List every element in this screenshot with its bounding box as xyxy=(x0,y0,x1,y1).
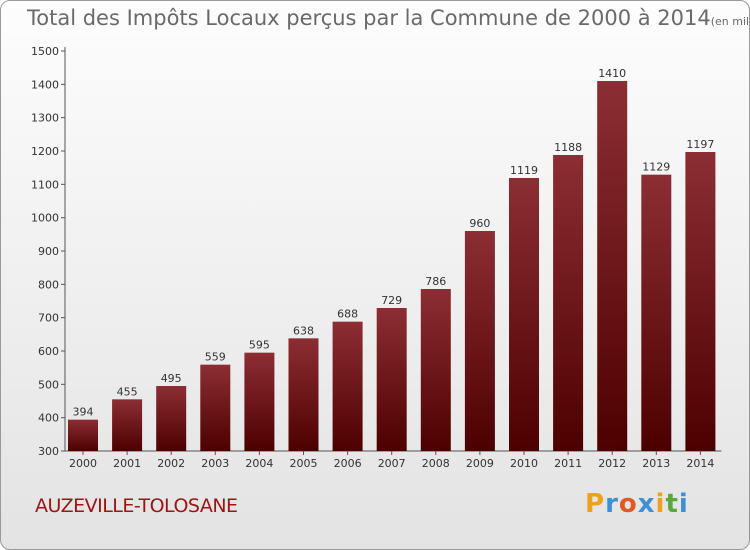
y-tick-label: 1100 xyxy=(31,178,59,191)
bar-2002 xyxy=(156,386,187,451)
proxiti-logo: Proxiti xyxy=(585,489,689,519)
x-tick-label: 2002 xyxy=(157,457,185,470)
x-tick-label: 2014 xyxy=(686,457,714,470)
x-tick-label: 2000 xyxy=(69,457,97,470)
bar-2009 xyxy=(464,231,495,451)
x-tick-label: 2008 xyxy=(422,457,450,470)
y-tick-label: 1400 xyxy=(31,78,59,91)
bar-2004 xyxy=(244,352,275,451)
data-label-2004: 595 xyxy=(249,339,270,352)
title-text: Total des Impôts Locaux perçus par la Co… xyxy=(27,6,711,30)
logo-letter: x xyxy=(637,489,656,519)
y-tick-label: 300 xyxy=(38,445,59,458)
title-unit: (en milliers d'€) xyxy=(710,15,750,28)
bar-2014 xyxy=(685,152,716,451)
bar-2006 xyxy=(332,321,363,451)
logo-letter: i xyxy=(678,489,689,519)
bars xyxy=(68,81,716,451)
data-label-2009: 960 xyxy=(469,217,490,230)
commune-name: AUZEVILLE-TOLOSANE xyxy=(35,495,238,517)
logo-letter: r xyxy=(605,489,619,519)
bar-2013 xyxy=(641,174,672,451)
bar-2008 xyxy=(420,289,451,451)
y-tick-label: 900 xyxy=(38,245,59,258)
y-tick-label: 700 xyxy=(38,312,59,325)
x-tick-label: 2009 xyxy=(466,457,494,470)
x-tick-label: 2001 xyxy=(113,457,141,470)
logo-letter: i xyxy=(655,489,666,519)
bar-2012 xyxy=(597,81,628,451)
data-label-2000: 394 xyxy=(73,406,94,419)
x-axis: 2000 2001 2002 2003 2004 2005 2006 2007 2008 2009… xyxy=(65,450,722,470)
logo-letter: o xyxy=(618,489,638,519)
x-tick-label: 2005 xyxy=(290,457,318,470)
x-tick-label: 2007 xyxy=(378,457,406,470)
data-label-2012: 1410 xyxy=(598,67,626,80)
x-tick-label: 2011 xyxy=(554,457,582,470)
data-label-2003: 559 xyxy=(205,351,226,364)
x-tick-label: 2013 xyxy=(642,457,670,470)
data-label-2005: 638 xyxy=(293,324,314,337)
data-label-2007: 729 xyxy=(381,294,402,307)
x-tick-label: 2012 xyxy=(598,457,626,470)
bar-2000 xyxy=(68,419,98,451)
data-label-2008: 786 xyxy=(425,275,446,288)
bar-2001 xyxy=(112,399,143,451)
y-tick-label: 800 xyxy=(38,278,59,291)
y-tick-label: 1300 xyxy=(31,112,59,125)
bar-2007 xyxy=(376,308,407,451)
data-label-2001: 455 xyxy=(117,385,138,398)
data-label-2002: 495 xyxy=(161,372,182,385)
y-tick-label: 500 xyxy=(38,378,59,391)
bar-2003 xyxy=(200,364,231,451)
x-tick-label: 2003 xyxy=(201,457,229,470)
data-label-2010: 1119 xyxy=(510,164,538,177)
y-tick-label: 400 xyxy=(38,412,59,425)
logo-letter: t xyxy=(665,489,679,519)
y-tick-label: 600 xyxy=(38,345,59,358)
y-tick-label: 1500 xyxy=(31,45,59,58)
x-tick-label: 2010 xyxy=(510,457,538,470)
bar-2011 xyxy=(553,155,584,451)
bar-2005 xyxy=(288,338,319,451)
y-axis: 300 400 500 600 700 800 900 1000 1100 1200 1300 140… xyxy=(31,45,66,458)
data-label-2011: 1188 xyxy=(554,141,582,154)
chart-title: Total des Impôts Locaux perçus par la Co… xyxy=(27,6,750,30)
bar-2010 xyxy=(509,178,539,451)
y-tick-label: 1200 xyxy=(31,145,59,158)
data-label-2014: 1197 xyxy=(686,138,714,151)
x-tick-label: 2004 xyxy=(245,457,273,470)
data-labels: 394 455 495 559 595 638 688 729 786 960 1119 1188 14… xyxy=(73,67,715,419)
x-tick-label: 2006 xyxy=(334,457,362,470)
y-tick-label: 1000 xyxy=(31,212,59,225)
logo-letter: P xyxy=(585,489,606,519)
data-label-2006: 688 xyxy=(337,308,358,321)
data-label-2013: 1129 xyxy=(642,161,670,174)
